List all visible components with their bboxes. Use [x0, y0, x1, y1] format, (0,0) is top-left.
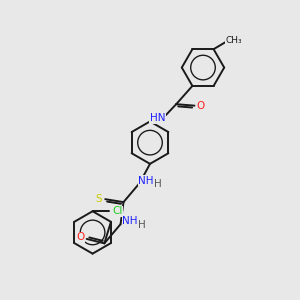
Text: H: H	[154, 179, 162, 190]
Text: H: H	[138, 220, 146, 230]
Text: O: O	[76, 232, 84, 242]
Text: HN: HN	[150, 113, 165, 123]
Text: O: O	[197, 100, 205, 111]
Text: CH₃: CH₃	[226, 36, 242, 45]
Text: S: S	[95, 194, 102, 204]
Text: NH: NH	[138, 176, 154, 186]
Text: Cl: Cl	[112, 206, 123, 216]
Text: NH: NH	[122, 216, 138, 226]
